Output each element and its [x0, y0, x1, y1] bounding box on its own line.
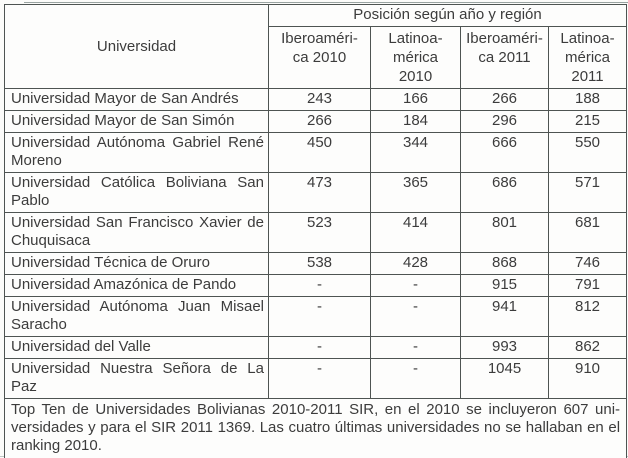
rank-value-cell: 166 — [370, 88, 461, 111]
rank-value-cell: 523 — [268, 212, 371, 253]
column-header-latinoamerica-2010: Latinoa- mérica 2010 — [370, 26, 461, 89]
university-name-cell: Universidad del Valle — [4, 336, 269, 359]
table-row: Universidad del Valle - -993 862 — [4, 336, 628, 359]
column-header-latinoamerica-2011: Latinoa- mérica 2011 — [547, 26, 628, 89]
rank-value-cell: 365 — [370, 172, 461, 213]
rank-value-cell: 344 — [370, 132, 461, 173]
column-header-iberoamerica-2010: Iberoaméri- ca 2010 — [268, 26, 371, 89]
table-row: Universidad Mayor de San Andrés 243 166 266… — [4, 88, 628, 111]
caption-line-1: Top Ten de Universidades Bolivianas 2010… — [11, 401, 621, 418]
university-name-cell: Universidad Mayor de San Simón — [4, 110, 269, 133]
rank-value-cell: 538 — [268, 252, 371, 275]
rank-value-cell: 868 — [460, 252, 549, 275]
column-header-iberoamerica-2011: Iberoaméri- ca 2011 — [460, 26, 549, 89]
sub-header-row: Iberoaméri- ca 2010 Latinoa- mérica 2010… — [5, 26, 628, 89]
rank-value-cell: 801 — [460, 212, 549, 253]
rank-value-cell: 791 — [547, 274, 628, 297]
table-row: Universidad Mayor de San Simón 266 184 296 2… — [4, 110, 628, 133]
rank-value-cell: - — [370, 336, 461, 359]
rank-value-cell: - — [370, 274, 461, 297]
table-row: Universidad Técnica de Oruro 538 428 868 746 — [4, 252, 628, 275]
university-name-cell: Universidad Nuestra Señora de La Paz — [4, 358, 269, 399]
rank-value-cell: 666 — [460, 132, 549, 173]
university-name-cell: Universidad San Francisco Xavier de Chuq… — [4, 212, 269, 253]
table-row: Universidad Autónoma Juan Misael Saracho… — [4, 296, 628, 337]
table-body: Universidad Mayor de San Andrés 243 166 266… — [4, 88, 628, 399]
rank-value-cell: 910 — [547, 358, 628, 399]
university-name-cell: Universidad Autónoma Gabriel René Moreno — [4, 132, 269, 173]
university-name-cell: Universidad Mayor de San Andrés — [4, 88, 269, 111]
table-row: Universidad Católica Boliviana San Pablo… — [4, 172, 628, 213]
university-name-cell: Universidad Católica Boliviana San Pablo — [4, 172, 269, 213]
group-header-row: Universidad Posición según año y región — [4, 4, 628, 89]
caption-line-2: versidades y para el SIR 2011 1369. Las … — [11, 419, 621, 436]
rank-value-cell: 686 — [460, 172, 549, 213]
column-group-header-posicion: Posición según año y región — [267, 4, 628, 27]
university-ranking-table: Universidad Posición según año y región … — [3, 4, 628, 458]
table-row: Universidad Nuestra Señora de La Paz - -10… — [4, 358, 628, 399]
university-name-cell: Universidad Técnica de Oruro — [4, 252, 269, 275]
table-header: Universidad Posición según año y región … — [4, 4, 628, 89]
column-header-universidad: Universidad — [4, 4, 269, 89]
rank-value-cell: 266 — [268, 110, 371, 133]
rank-value-cell: 184 — [370, 110, 461, 133]
table-row: Universidad San Francisco Xavier de Chuq… — [4, 212, 628, 253]
rank-value-cell: 681 — [547, 212, 628, 253]
rank-value-cell: 571 — [547, 172, 628, 213]
scan-edge-artifact-top — [24, 2, 628, 3]
rank-value-cell: 188 — [547, 88, 628, 111]
rank-value-cell: 266 — [460, 88, 549, 111]
rank-value-cell: - — [268, 336, 371, 359]
rank-value-cell: 993 — [460, 336, 549, 359]
rank-value-cell: 941 — [460, 296, 549, 337]
rank-value-cell: 450 — [268, 132, 371, 173]
caption-row: Top Ten de Universidades Bolivianas 2010… — [3, 398, 628, 458]
rank-value-cell: - — [268, 296, 371, 337]
university-name-cell: Universidad Amazónica de Pando — [4, 274, 269, 297]
rank-value-cell: 812 — [547, 296, 628, 337]
rank-value-cell: 746 — [547, 252, 628, 275]
table-row: Universidad Amazónica de Pando - -915 791 — [4, 274, 628, 297]
rank-value-cell: 296 — [460, 110, 549, 133]
rank-value-cell: 1045 — [460, 358, 549, 399]
rank-value-cell: 550 — [547, 132, 628, 173]
rank-value-cell: 473 — [268, 172, 371, 213]
rank-value-cell: - — [268, 274, 371, 297]
table-caption-body: Top Ten de Universidades Bolivianas 2010… — [3, 398, 628, 458]
table-row: Universidad Autónoma Gabriel René Moreno… — [4, 132, 628, 173]
rank-value-cell: 428 — [370, 252, 461, 275]
rank-value-cell: - — [370, 358, 461, 399]
rank-value-cell: 915 — [460, 274, 549, 297]
caption-line-3: ranking 2010. — [11, 437, 102, 454]
rank-value-cell: - — [370, 296, 461, 337]
university-name-cell: Universidad Autónoma Juan Misael Saracho — [4, 296, 269, 337]
rank-value-cell: 215 — [547, 110, 628, 133]
rank-value-cell: 414 — [370, 212, 461, 253]
rank-value-cell: 243 — [268, 88, 371, 111]
caption-cell: Top Ten de Universidades Bolivianas 2010… — [3, 398, 628, 458]
rank-value-cell: - — [268, 358, 371, 399]
rank-value-cell: 862 — [547, 336, 628, 359]
